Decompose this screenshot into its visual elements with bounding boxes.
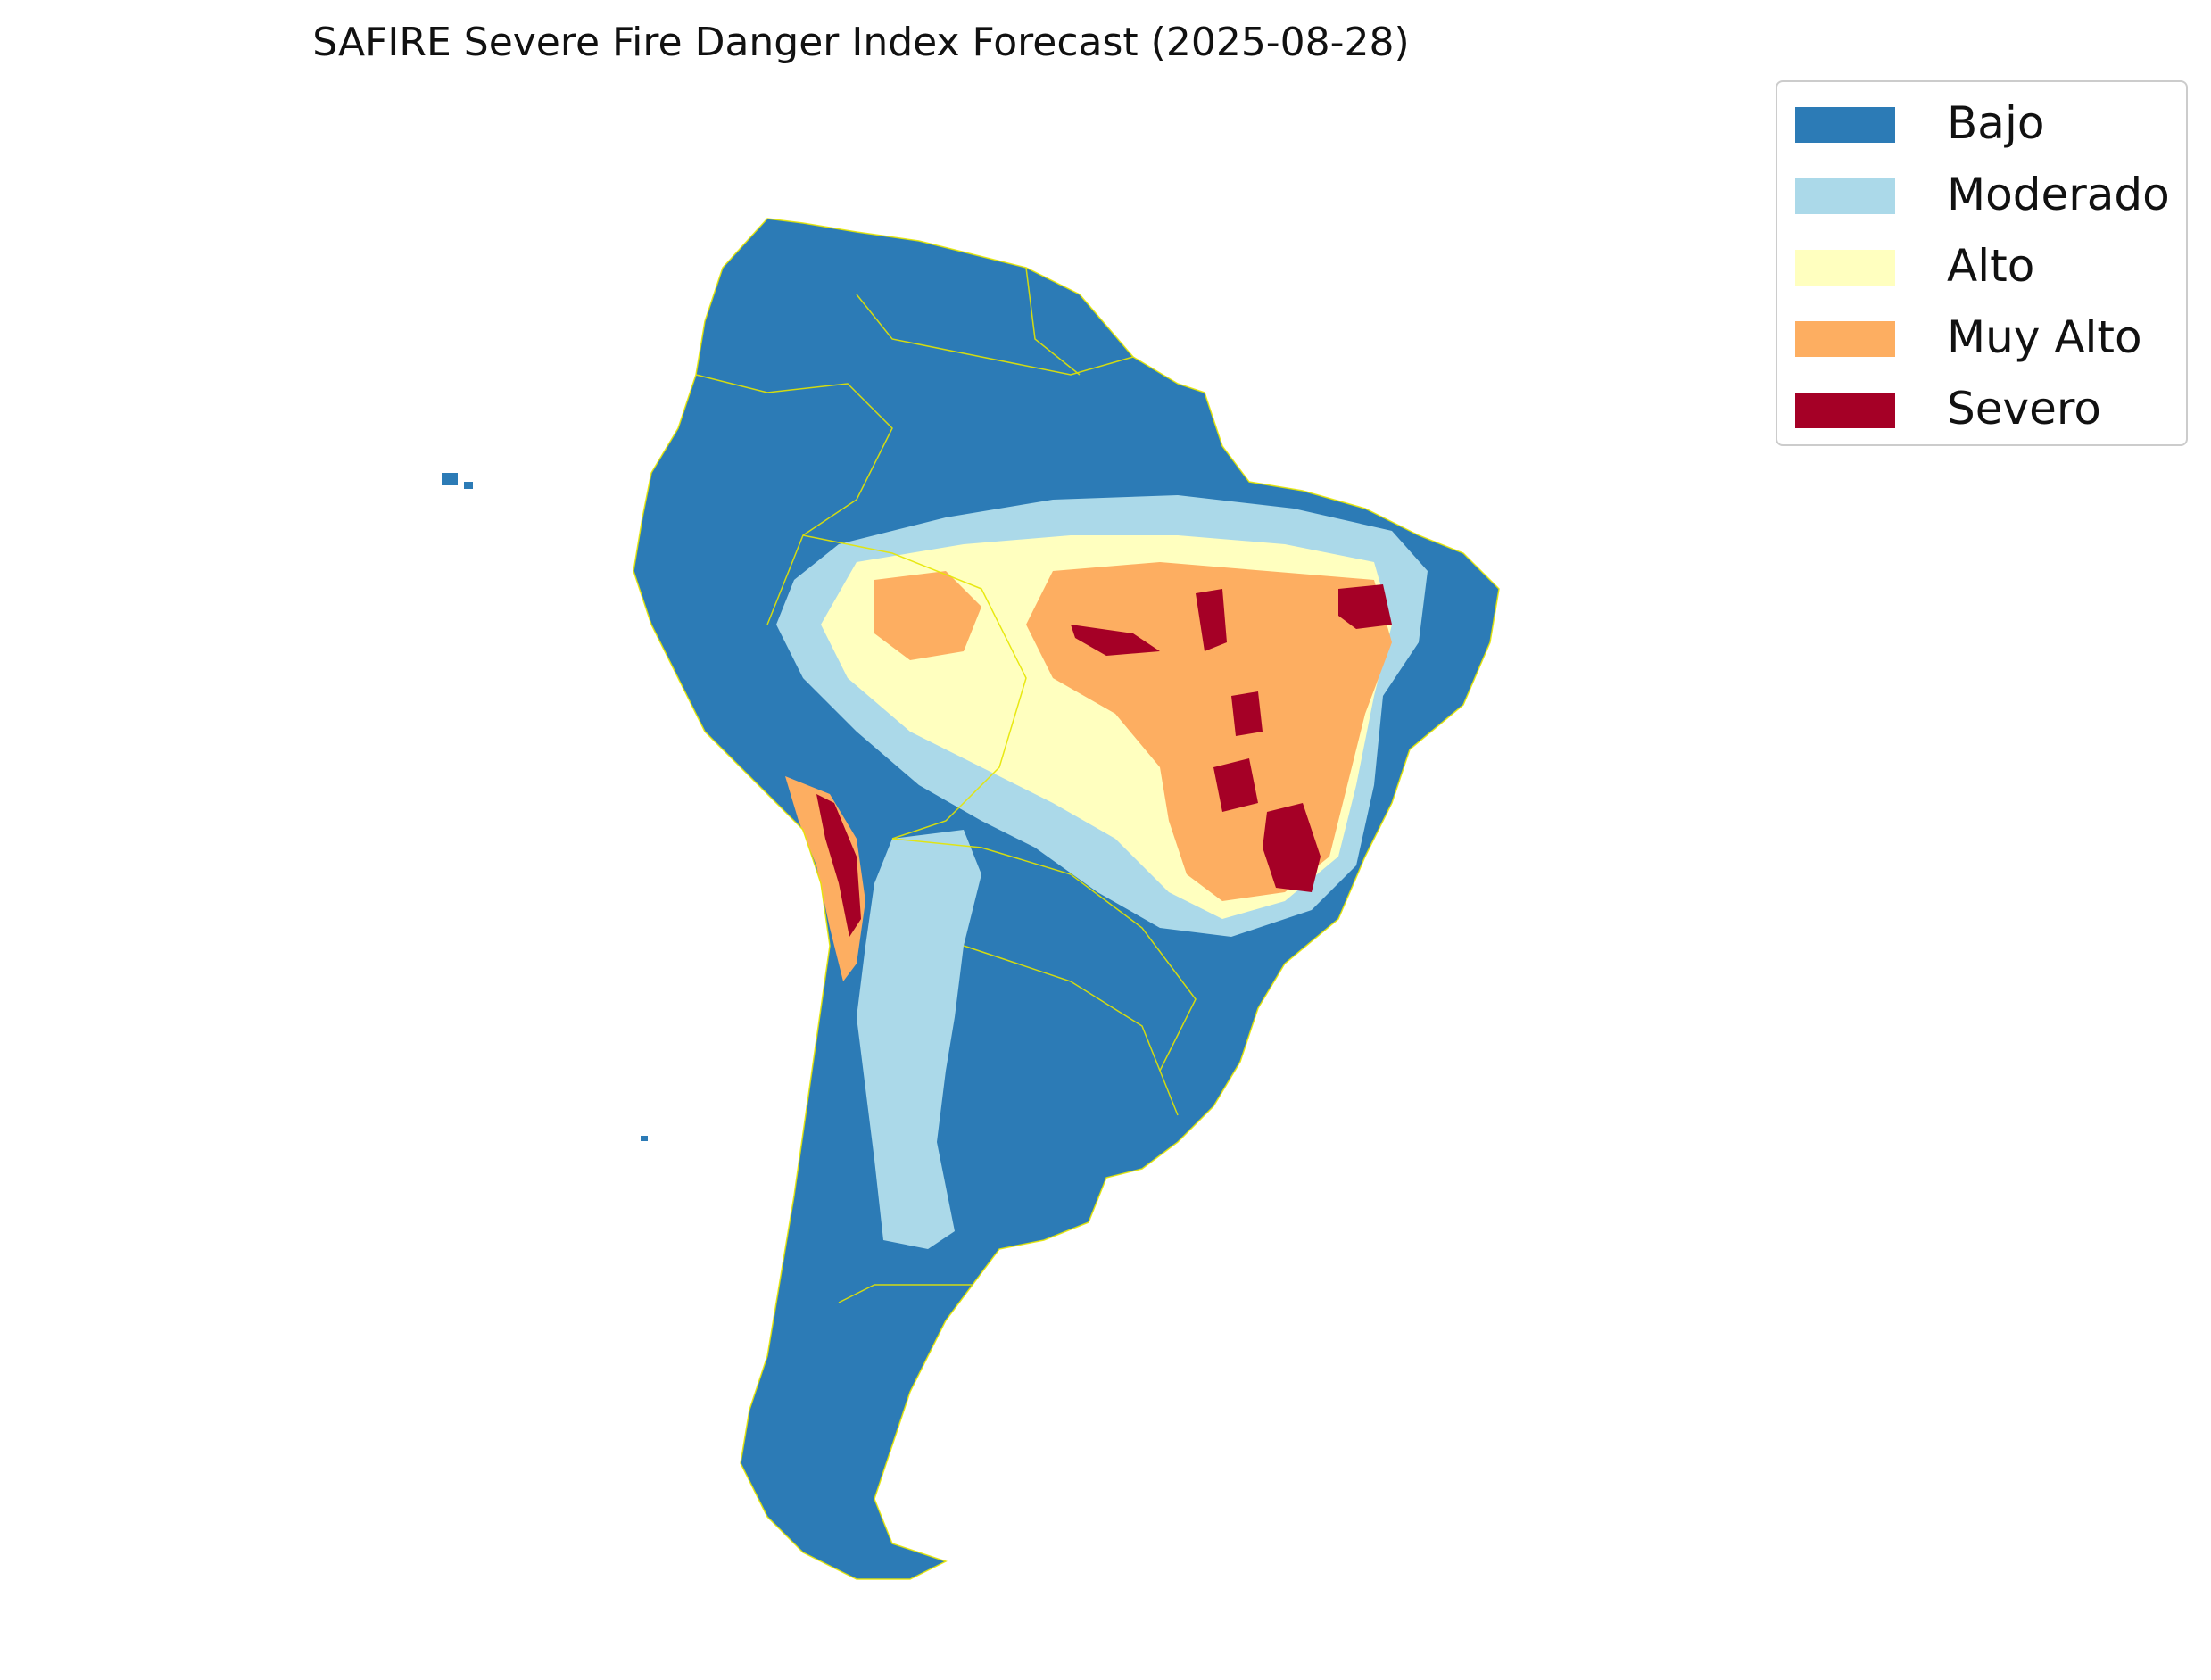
legend-label-muy-alto: Muy Alto: [1947, 311, 2142, 363]
legend-label-moderado: Moderado: [1947, 169, 2170, 220]
severo-patch-ne: [1338, 584, 1392, 629]
legend-label-bajo: Bajo: [1947, 97, 2045, 149]
severo-patch-c3: [1231, 691, 1263, 736]
legend-swatch-moderado: [1795, 178, 1895, 214]
legend-swatch-severo: [1795, 393, 1895, 428]
andes-coastal-severo-strip: [816, 794, 861, 937]
island-galapagos-1: [442, 473, 458, 485]
island-juan-fernandez: [641, 1136, 648, 1141]
continent-bajo-region: [633, 219, 1499, 1579]
severo-patch-n: [1196, 589, 1227, 651]
legend-label-severo: Severo: [1947, 383, 2101, 434]
muy-alto-west-region: [874, 571, 981, 660]
legend-label-alto: Alto: [1947, 240, 2035, 292]
legend-swatch-bajo: [1795, 107, 1895, 143]
legend-swatch-muy-alto: [1795, 321, 1895, 357]
andes-coastal-hot-strip: [785, 776, 865, 981]
map-title: SAFIRE Severe Fire Danger Index Forecast…: [312, 20, 1410, 65]
severo-patch-c1: [1213, 758, 1258, 812]
severo-patch-w: [1071, 625, 1160, 656]
legend: Bajo Moderado Alto Muy Alto Severo: [1776, 80, 2188, 446]
andes-moderado-region: [857, 830, 981, 1249]
country-borders: [633, 218, 1500, 1580]
island-galapagos-2: [464, 482, 473, 489]
legend-swatch-alto: [1795, 250, 1895, 286]
severo-patch-c2: [1263, 803, 1321, 892]
